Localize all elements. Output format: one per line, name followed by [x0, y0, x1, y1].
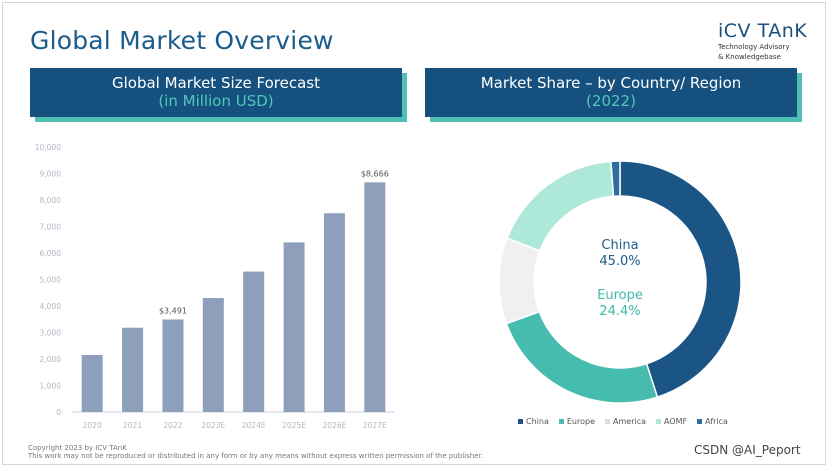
y-tick-label: 9,000 — [40, 170, 62, 179]
y-tick-label: 4,000 — [40, 302, 62, 311]
bar — [243, 271, 265, 412]
center-label-europe-value: 24.4% — [599, 304, 641, 319]
data-label: $8,666 — [361, 169, 389, 178]
legend-label: America — [613, 417, 646, 426]
x-tick-label: 2025E — [282, 421, 306, 430]
logo-subtitle-2: & Knowledgebase — [718, 53, 781, 61]
legend-label: China — [526, 417, 549, 426]
footer: Copyright 2023 by ICV TAnK This work may… — [28, 444, 483, 460]
legend-label: Europe — [566, 417, 595, 426]
data-label: $3,491 — [159, 306, 187, 315]
donut-slice-europe — [505, 310, 659, 404]
bar — [364, 182, 386, 412]
donut-chart-header: Market Share – by Country/ Region (2022) — [425, 68, 797, 117]
bar — [202, 298, 224, 412]
legend-swatch — [558, 419, 564, 424]
logo-name: iCV TAnK — [718, 20, 808, 42]
donut-slice-america — [498, 237, 541, 325]
logo: iCV TAnK Technology Advisory & Knowledge… — [718, 20, 807, 62]
legend-swatch — [656, 419, 661, 424]
y-tick-label: 8,000 — [40, 196, 62, 205]
bar-chart-title: Global Market Size Forecast — [112, 74, 320, 92]
y-tick-label: 1,000 — [40, 382, 62, 391]
y-tick-label: 7,000 — [40, 223, 62, 232]
legend-item: Africa — [697, 417, 728, 426]
x-tick-label: 2027E — [363, 421, 387, 430]
x-tick-label: 2021 — [123, 421, 142, 430]
x-tick-label: 2024E — [242, 421, 266, 430]
y-tick-label: 2,000 — [40, 355, 62, 364]
legend-item: China — [518, 417, 549, 426]
bar — [122, 327, 144, 412]
center-label-china-value: 45.0% — [599, 254, 641, 269]
x-tick-label: 2023E — [201, 421, 225, 430]
center-label-europe: Europe 24.4% — [560, 288, 680, 320]
bar-chart-header: Global Market Size Forecast (in Million … — [30, 68, 402, 117]
legend-swatch — [518, 419, 523, 424]
x-tick-label: 2020 — [83, 421, 102, 430]
bar — [323, 213, 345, 412]
legend-item: AOMF — [656, 417, 687, 426]
logo-subtitle-1: Technology Advisory — [718, 43, 790, 51]
legend-label: AOMF — [664, 417, 688, 426]
donut-slice-africa — [610, 160, 621, 198]
center-label-europe-name: Europe — [597, 288, 643, 303]
legend-swatch — [697, 419, 703, 424]
x-tick-label: 2022 — [163, 421, 182, 430]
footer-copyright: Copyright 2023 by ICV TAnK — [28, 444, 127, 452]
donut-slice-china — [619, 160, 742, 399]
y-tick-label: 0 — [56, 408, 61, 417]
bar — [162, 319, 184, 412]
center-label-china: China 45.0% — [560, 238, 680, 270]
watermark: CSDN @AI_Peport — [694, 443, 801, 457]
bar — [81, 355, 103, 412]
donut-chart-subtitle: (2022) — [586, 92, 636, 110]
bar-chart-subtitle: (in Million USD) — [158, 92, 274, 110]
y-tick-label: 5,000 — [40, 276, 62, 285]
bar — [283, 242, 305, 412]
donut-chart-title: Market Share – by Country/ Region — [480, 74, 742, 92]
y-tick-label: 10,000 — [35, 143, 61, 152]
legend-item: America — [605, 417, 646, 426]
legend-label: Africa — [705, 417, 728, 426]
x-tick-label: 2026E — [323, 421, 347, 430]
legend-item: Europe — [558, 417, 595, 426]
y-tick-label: 6,000 — [40, 249, 62, 258]
donut-legend: China Europe America AOMF Africa — [518, 417, 728, 426]
footer-disclaimer: This work may not be reproduced or distr… — [28, 452, 483, 460]
page-title: Global Market Overview — [30, 26, 334, 55]
legend-swatch — [605, 419, 610, 424]
y-tick-label: 3,000 — [40, 329, 62, 338]
center-label-china-name: China — [601, 238, 639, 253]
